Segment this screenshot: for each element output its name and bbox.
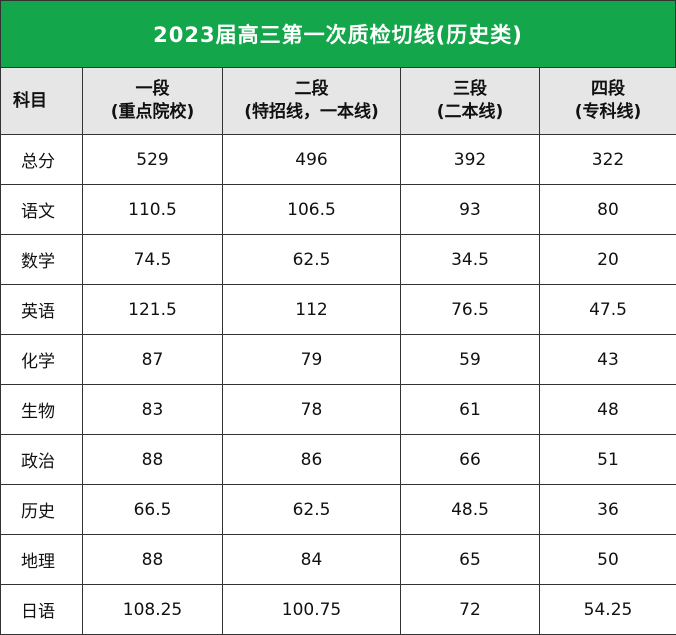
score-cell: 72 <box>401 585 540 635</box>
score-cell: 86 <box>223 435 401 485</box>
subject-cell: 数学 <box>1 235 83 285</box>
subject-header: 科目 <box>1 68 83 135</box>
score-cell: 106.5 <box>223 185 401 235</box>
column-header-tier-3-name: 三段 <box>401 78 539 101</box>
score-cell: 78 <box>223 385 401 435</box>
subject-cell: 历史 <box>1 485 83 535</box>
score-cell: 61 <box>401 385 540 435</box>
score-cell: 93 <box>401 185 540 235</box>
column-header-tier-2-note: (特招线，一本线) <box>223 101 400 124</box>
subject-cell: 化学 <box>1 335 83 385</box>
subject-cell: 地理 <box>1 535 83 585</box>
score-cell: 392 <box>401 135 540 185</box>
score-cell: 79 <box>223 335 401 385</box>
score-cell: 48 <box>540 385 676 435</box>
table-row: 数学 74.5 62.5 34.5 20 <box>1 235 676 285</box>
table-row: 化学 87 79 59 43 <box>1 335 676 385</box>
score-cell: 76.5 <box>401 285 540 335</box>
header-row: 科目 一段 (重点院校) 二段 (特招线，一本线) 三段 (二本线) 四段 (专… <box>1 68 676 135</box>
subject-cell: 总分 <box>1 135 83 185</box>
score-cell: 62.5 <box>223 485 401 535</box>
score-cell: 80 <box>540 185 676 235</box>
table-row: 语文 110.5 106.5 93 80 <box>1 185 676 235</box>
table-row: 英语 121.5 112 76.5 47.5 <box>1 285 676 335</box>
score-cell: 121.5 <box>83 285 223 335</box>
score-cell: 51 <box>540 435 676 485</box>
column-header-tier-4: 四段 (专科线) <box>540 68 676 135</box>
table-row: 政治 88 86 66 51 <box>1 435 676 485</box>
table-row: 生物 83 78 61 48 <box>1 385 676 435</box>
column-header-tier-3-note: (二本线) <box>401 101 539 124</box>
score-cell: 322 <box>540 135 676 185</box>
score-cell: 87 <box>83 335 223 385</box>
column-header-tier-4-name: 四段 <box>540 78 676 101</box>
table-row: 日语 108.25 100.75 72 54.25 <box>1 585 676 635</box>
score-cell: 54.25 <box>540 585 676 635</box>
score-cell: 100.75 <box>223 585 401 635</box>
score-cell: 496 <box>223 135 401 185</box>
column-header-tier-2-name: 二段 <box>223 78 400 101</box>
column-header-tier-1-note: (重点院校) <box>83 101 222 124</box>
table-row: 地理 88 84 65 50 <box>1 535 676 585</box>
score-cell: 59 <box>401 335 540 385</box>
column-header-tier-1: 一段 (重点院校) <box>83 68 223 135</box>
score-cell: 529 <box>83 135 223 185</box>
score-cell: 88 <box>83 535 223 585</box>
column-header-tier-4-note: (专科线) <box>540 101 676 124</box>
table-row: 总分 529 496 392 322 <box>1 135 676 185</box>
subject-cell: 生物 <box>1 385 83 435</box>
score-cell: 108.25 <box>83 585 223 635</box>
score-cell: 83 <box>83 385 223 435</box>
score-cell: 88 <box>83 435 223 485</box>
score-cell: 112 <box>223 285 401 335</box>
score-cell: 48.5 <box>401 485 540 535</box>
score-cell: 66 <box>401 435 540 485</box>
score-cell: 47.5 <box>540 285 676 335</box>
score-cell: 34.5 <box>401 235 540 285</box>
score-cell: 20 <box>540 235 676 285</box>
score-cell: 36 <box>540 485 676 535</box>
subject-cell: 英语 <box>1 285 83 335</box>
subject-cell: 日语 <box>1 585 83 635</box>
score-cell: 110.5 <box>83 185 223 235</box>
subject-cell: 政治 <box>1 435 83 485</box>
score-cell: 66.5 <box>83 485 223 535</box>
table-row: 历史 66.5 62.5 48.5 36 <box>1 485 676 535</box>
column-header-tier-3: 三段 (二本线) <box>401 68 540 135</box>
cutoff-table: 科目 一段 (重点院校) 二段 (特招线，一本线) 三段 (二本线) 四段 (专… <box>0 67 676 635</box>
score-cell: 74.5 <box>83 235 223 285</box>
column-header-tier-2: 二段 (特招线，一本线) <box>223 68 401 135</box>
subject-cell: 语文 <box>1 185 83 235</box>
score-cell: 65 <box>401 535 540 585</box>
column-header-tier-1-name: 一段 <box>83 78 222 101</box>
score-cell: 84 <box>223 535 401 585</box>
score-cell: 43 <box>540 335 676 385</box>
score-cell: 50 <box>540 535 676 585</box>
table-title: 2023届高三第一次质检切线(历史类) <box>0 0 676 67</box>
score-cell: 62.5 <box>223 235 401 285</box>
